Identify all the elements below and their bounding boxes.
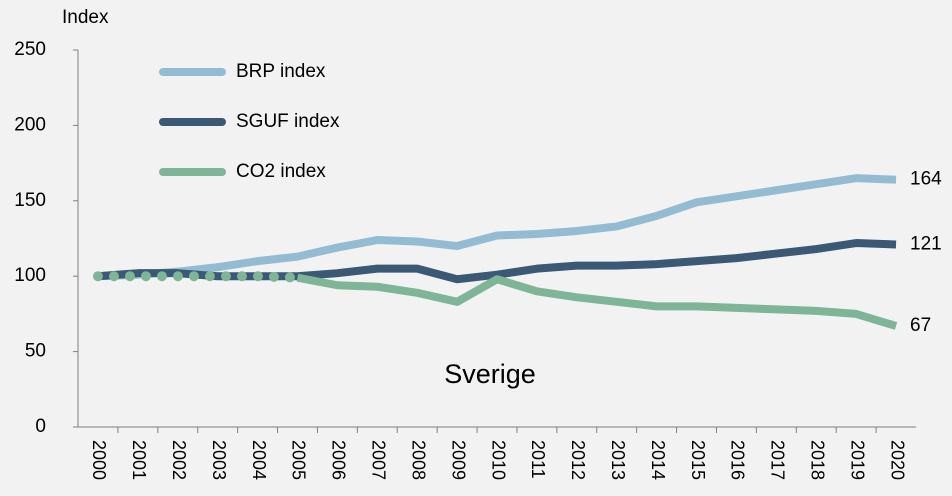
series-line [97, 174, 897, 281]
legend-label: BRP index [236, 61, 326, 82]
x-tick-label: 2015 [688, 440, 708, 480]
x-tick-label: 2000 [89, 440, 109, 480]
end-label: 164 [910, 169, 942, 190]
y-tick-label: 250 [14, 39, 46, 60]
end-label: 67 [910, 315, 931, 336]
x-tick-label: 2019 [847, 440, 867, 480]
legend-label: SGUF index [236, 111, 340, 132]
x-tick-label: 2011 [528, 440, 548, 479]
x-tick-label: 2017 [768, 440, 788, 480]
x-tick-label: 2006 [329, 440, 349, 480]
series-line-dotted [92, 271, 303, 283]
x-tick-label: 2010 [488, 440, 508, 480]
x-tick-label: 2003 [209, 440, 229, 480]
x-tick-label: 2002 [169, 440, 189, 480]
x-tick-label: 2007 [369, 440, 389, 480]
x-tick-label: 2020 [887, 440, 907, 480]
x-tick-label: 2018 [807, 440, 827, 480]
x-tick-label: 2012 [568, 440, 588, 480]
y-tick-label: 150 [14, 190, 46, 211]
x-tick-label: 2009 [448, 440, 468, 480]
x-tick-label: 2016 [728, 440, 748, 480]
y-tick-label: 0 [35, 416, 46, 437]
legend-label: CO2 index [236, 161, 326, 182]
series-line [97, 239, 897, 284]
y-tick-label: 200 [14, 114, 46, 135]
end-label: 121 [910, 234, 942, 255]
y-axis-label: Index [62, 7, 109, 28]
x-tick-label: 2005 [289, 440, 309, 480]
x-tick-label: 2013 [608, 440, 628, 480]
x-tick-label: 2004 [249, 440, 269, 480]
y-tick-label: 50 [25, 341, 46, 362]
y-tick-label: 100 [14, 265, 46, 286]
x-tick-label: 2014 [648, 440, 668, 480]
series-line [296, 273, 898, 330]
x-tick-label: 2001 [129, 440, 149, 480]
x-tick-label: 2008 [408, 440, 428, 480]
annotation: Sverige [444, 359, 536, 389]
